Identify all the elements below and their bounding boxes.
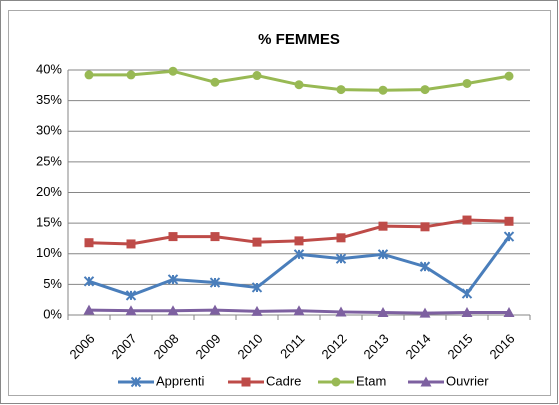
marker: [167, 305, 179, 316]
y-tick-label: 40%: [36, 61, 62, 76]
marker: [378, 221, 388, 231]
marker: [83, 276, 95, 287]
legend-label: Etam: [356, 373, 386, 388]
marker: [377, 307, 389, 318]
marker: [461, 307, 473, 318]
marker: [251, 305, 263, 316]
marker: [420, 85, 430, 95]
legend-label: Ouvrier: [446, 373, 489, 388]
marker: [293, 249, 305, 260]
marker: [252, 237, 262, 247]
marker: [293, 305, 305, 316]
marker: [377, 249, 389, 260]
marker: [251, 282, 263, 293]
y-tick-label: 5%: [43, 276, 62, 291]
marker: [420, 376, 432, 387]
marker: [125, 305, 137, 316]
marker: [462, 215, 472, 225]
marker: [461, 288, 473, 299]
marker: [294, 236, 304, 246]
y-tick-label: 0%: [43, 306, 62, 321]
marker: [294, 80, 304, 90]
marker: [335, 253, 347, 264]
y-tick-label: 35%: [36, 92, 62, 107]
marker: [503, 231, 515, 242]
marker: [331, 377, 341, 387]
y-tick-label: 10%: [36, 245, 62, 260]
marker: [252, 71, 262, 81]
plot-border: [8, 10, 551, 396]
marker: [83, 304, 95, 315]
chart-title: % FEMMES: [258, 31, 340, 48]
marker: [419, 261, 431, 272]
marker: [420, 222, 430, 232]
y-tick-label: 20%: [36, 184, 62, 199]
marker: [503, 307, 515, 318]
marker: [335, 306, 347, 317]
y-tick-label: 30%: [36, 123, 62, 138]
marker: [168, 66, 178, 76]
marker: [209, 304, 221, 315]
marker: [336, 85, 346, 95]
marker: [126, 70, 136, 80]
marker: [504, 216, 514, 226]
marker: [336, 233, 346, 243]
marker: [125, 290, 137, 301]
marker: [241, 377, 251, 387]
legend-label: Apprenti: [156, 373, 205, 388]
marker: [504, 71, 514, 81]
marker: [168, 232, 178, 242]
marker: [209, 277, 221, 288]
marker: [84, 238, 94, 248]
marker: [210, 77, 220, 87]
marker: [210, 232, 220, 242]
marker: [378, 85, 388, 95]
legend-label: Cadre: [266, 373, 301, 388]
y-tick-label: 15%: [36, 215, 62, 230]
marker: [126, 239, 136, 249]
y-tick-label: 25%: [36, 153, 62, 168]
marker: [462, 78, 472, 88]
marker: [130, 376, 142, 388]
marker: [84, 70, 94, 80]
marker: [167, 274, 179, 285]
marker: [419, 307, 431, 318]
